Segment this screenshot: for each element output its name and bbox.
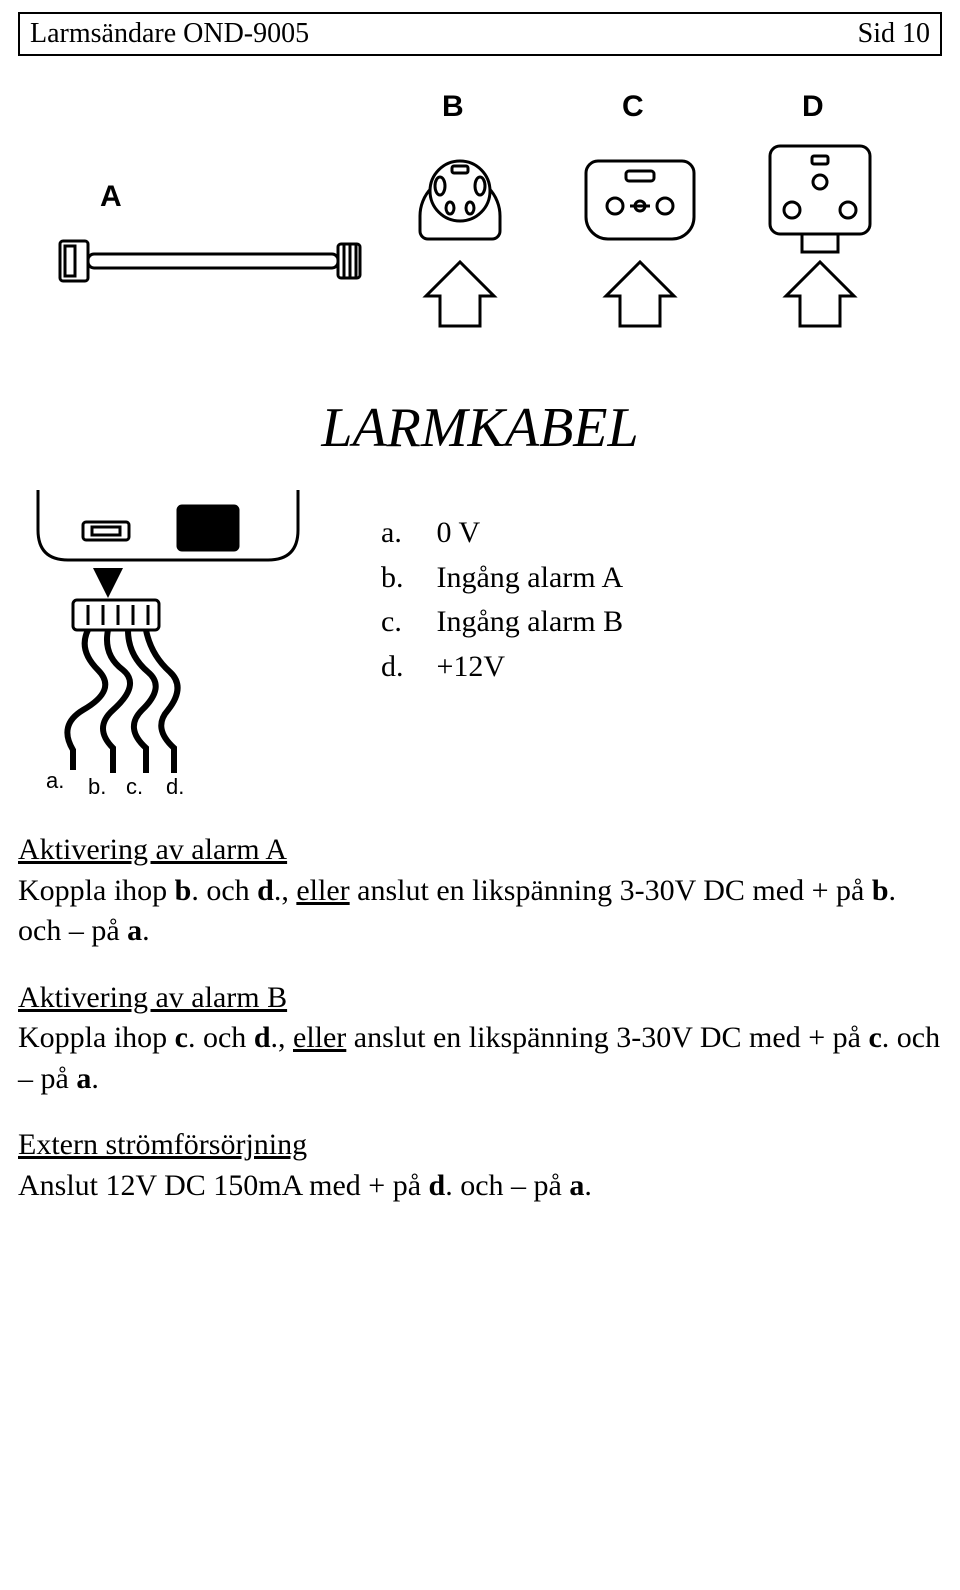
heading-alarm-b: Aktivering av alarm B [18, 981, 287, 1014]
legend-val: +12V [436, 646, 625, 689]
legend-val: Ingång alarm B [436, 601, 625, 644]
header-right: Sid 10 [858, 18, 930, 50]
legend-row: b. Ingång alarm A [380, 557, 624, 600]
legend-key: a. [380, 512, 434, 555]
legend: a. 0 V b. Ingång alarm A c. Ingång alarm… [378, 510, 626, 690]
legend-row: d. +12V [380, 646, 624, 689]
label-B: B [442, 90, 464, 123]
section-alarm-a: Aktivering av alarm A Koppla ihop b. och… [18, 830, 942, 952]
header-left: Larmsändare OND-9005 [30, 18, 309, 50]
wires-svg: a. b. c. d. [18, 480, 318, 800]
wire-label-d: d. [166, 774, 184, 799]
heading-ext: Extern strömförsörjning [18, 1128, 307, 1161]
figure-connectors: A B C D [40, 86, 920, 366]
section-ext-power: Extern strömförsörjning Anslut 12V DC 15… [18, 1125, 942, 1206]
up-arrow-icons [426, 262, 854, 326]
label-C: C [622, 90, 644, 123]
legend-key: b. [380, 557, 434, 600]
label-D: D [802, 90, 824, 123]
figure-legend-row: a. b. c. d. a. 0 V b. Ingång alarm A c. [18, 480, 942, 800]
wire-label-a: a. [46, 768, 64, 793]
legend-row: c. Ingång alarm B [380, 601, 624, 644]
legend-table: a. 0 V b. Ingång alarm A c. Ingång alarm… [378, 510, 626, 690]
heading-alarm-a: Aktivering av alarm A [18, 833, 287, 866]
page-header: Larmsändare OND-9005 Sid 10 [18, 12, 942, 56]
legend-row: a. 0 V [380, 512, 624, 555]
legend-key: d. [380, 646, 434, 689]
wire-label-b: b. [88, 774, 106, 799]
connector-d-icon [770, 146, 870, 252]
legend-key: c. [380, 601, 434, 644]
body-text: Aktivering av alarm A Koppla ihop b. och… [18, 830, 942, 1206]
cable-icon [60, 241, 360, 281]
legend-val: 0 V [436, 512, 625, 555]
label-A: A [100, 180, 122, 213]
wire-label-c: c. [126, 774, 143, 799]
title: LARMKABEL [18, 396, 942, 460]
figure-wires: a. b. c. d. [18, 480, 318, 800]
section-alarm-b: Aktivering av alarm B Koppla ihop c. och… [18, 978, 942, 1100]
connectors-svg: A B C D [40, 86, 920, 366]
connector-c-icon [586, 161, 694, 239]
connector-b-icon [420, 161, 500, 239]
page: Larmsändare OND-9005 Sid 10 A B C D [0, 0, 960, 1236]
legend-val: Ingång alarm A [436, 557, 625, 600]
